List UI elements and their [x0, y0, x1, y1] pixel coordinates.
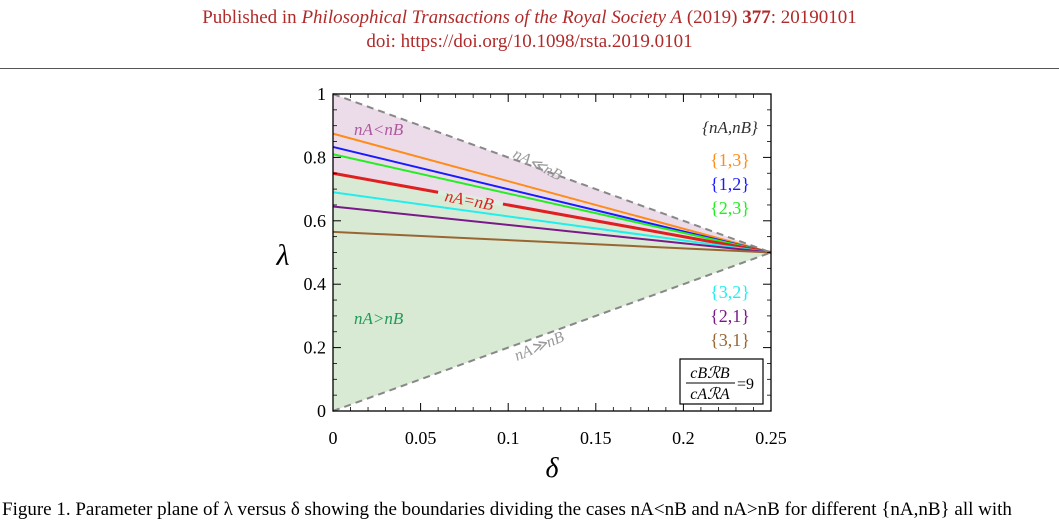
series-line-3 [332, 171, 772, 254]
series-dashed-8 [332, 251, 772, 412]
figure-caption: Figure 1. Parameter plane of λ versus δ … [0, 498, 1059, 522]
ratio-box [679, 358, 764, 405]
parameter-plane-chart: 0 0.05 0.1 0.15 0.2 0.25 0 0.2 0.4 0.6 0.8 1 δ λ {nA,n… [276, 84, 787, 484]
annotation-na-less-nb: nA<nB [354, 120, 404, 139]
series-line-6 [332, 230, 772, 254]
y-tick-label-0: 0 [317, 401, 326, 421]
ratio-denominator: cAℛA [690, 386, 730, 403]
annotation-na-greater-nb: nA>nB [354, 309, 404, 328]
x-tick-label-5: 0.25 [755, 428, 787, 448]
y-tick-label-4: 0.8 [304, 147, 327, 167]
publication-year: (2019) [682, 7, 743, 28]
x-axis-label: δ [545, 453, 559, 484]
y-tick-label-1: 0.2 [304, 338, 327, 358]
y-tick-label-5: 1 [317, 84, 326, 104]
series-line-1 [332, 145, 772, 254]
publication-header: Published in Philosophical Transactions … [0, 6, 1059, 54]
legend-entry-1: {1,2} [710, 174, 750, 194]
ratio-value: =9 [737, 376, 754, 393]
ratio-numerator: cBℛB [690, 365, 730, 382]
x-tick-label-0: 0 [329, 428, 338, 448]
series-line-4 [332, 191, 772, 254]
journal-name: Philosophical Transactions of the Royal … [301, 7, 683, 28]
x-tick-label-3: 0.15 [580, 428, 612, 448]
series-line-5 [332, 205, 772, 254]
volume-number: 377 [742, 7, 771, 28]
publication-line: Published in Philosophical Transactions … [0, 6, 1059, 30]
legend-entry-4: {3,2} [710, 282, 750, 302]
x-tick-label-1: 0.05 [405, 428, 437, 448]
legend-title: {nA,nB} [702, 118, 758, 137]
x-tick-label-4: 0.2 [672, 428, 695, 448]
y-tick-label-3: 0.6 [304, 211, 327, 231]
caption-text: Figure 1. Parameter plane of λ versus δ … [2, 499, 1012, 520]
series-line-2 [332, 153, 772, 254]
header-divider [0, 68, 1059, 69]
legend-entry-0: {1,3} [710, 150, 750, 170]
series-line-0 [332, 132, 772, 254]
doi-line[interactable]: doi: https://doi.org/10.1098/rsta.2019.0… [366, 31, 693, 52]
series-dashed-7 [332, 93, 772, 254]
published-prefix: Published in [202, 7, 302, 28]
label-gap [437, 189, 504, 207]
y-tick-label-2: 0.4 [304, 274, 327, 294]
legend-entry-2: {2,3} [710, 198, 750, 218]
article-number: : 20190101 [770, 7, 857, 28]
y-axis-label: λ [276, 239, 290, 272]
legend-entry-6: {3,1} [710, 330, 750, 350]
x-tick-label-2: 0.1 [497, 428, 520, 448]
legend-entry-5: {2,1} [710, 306, 750, 326]
